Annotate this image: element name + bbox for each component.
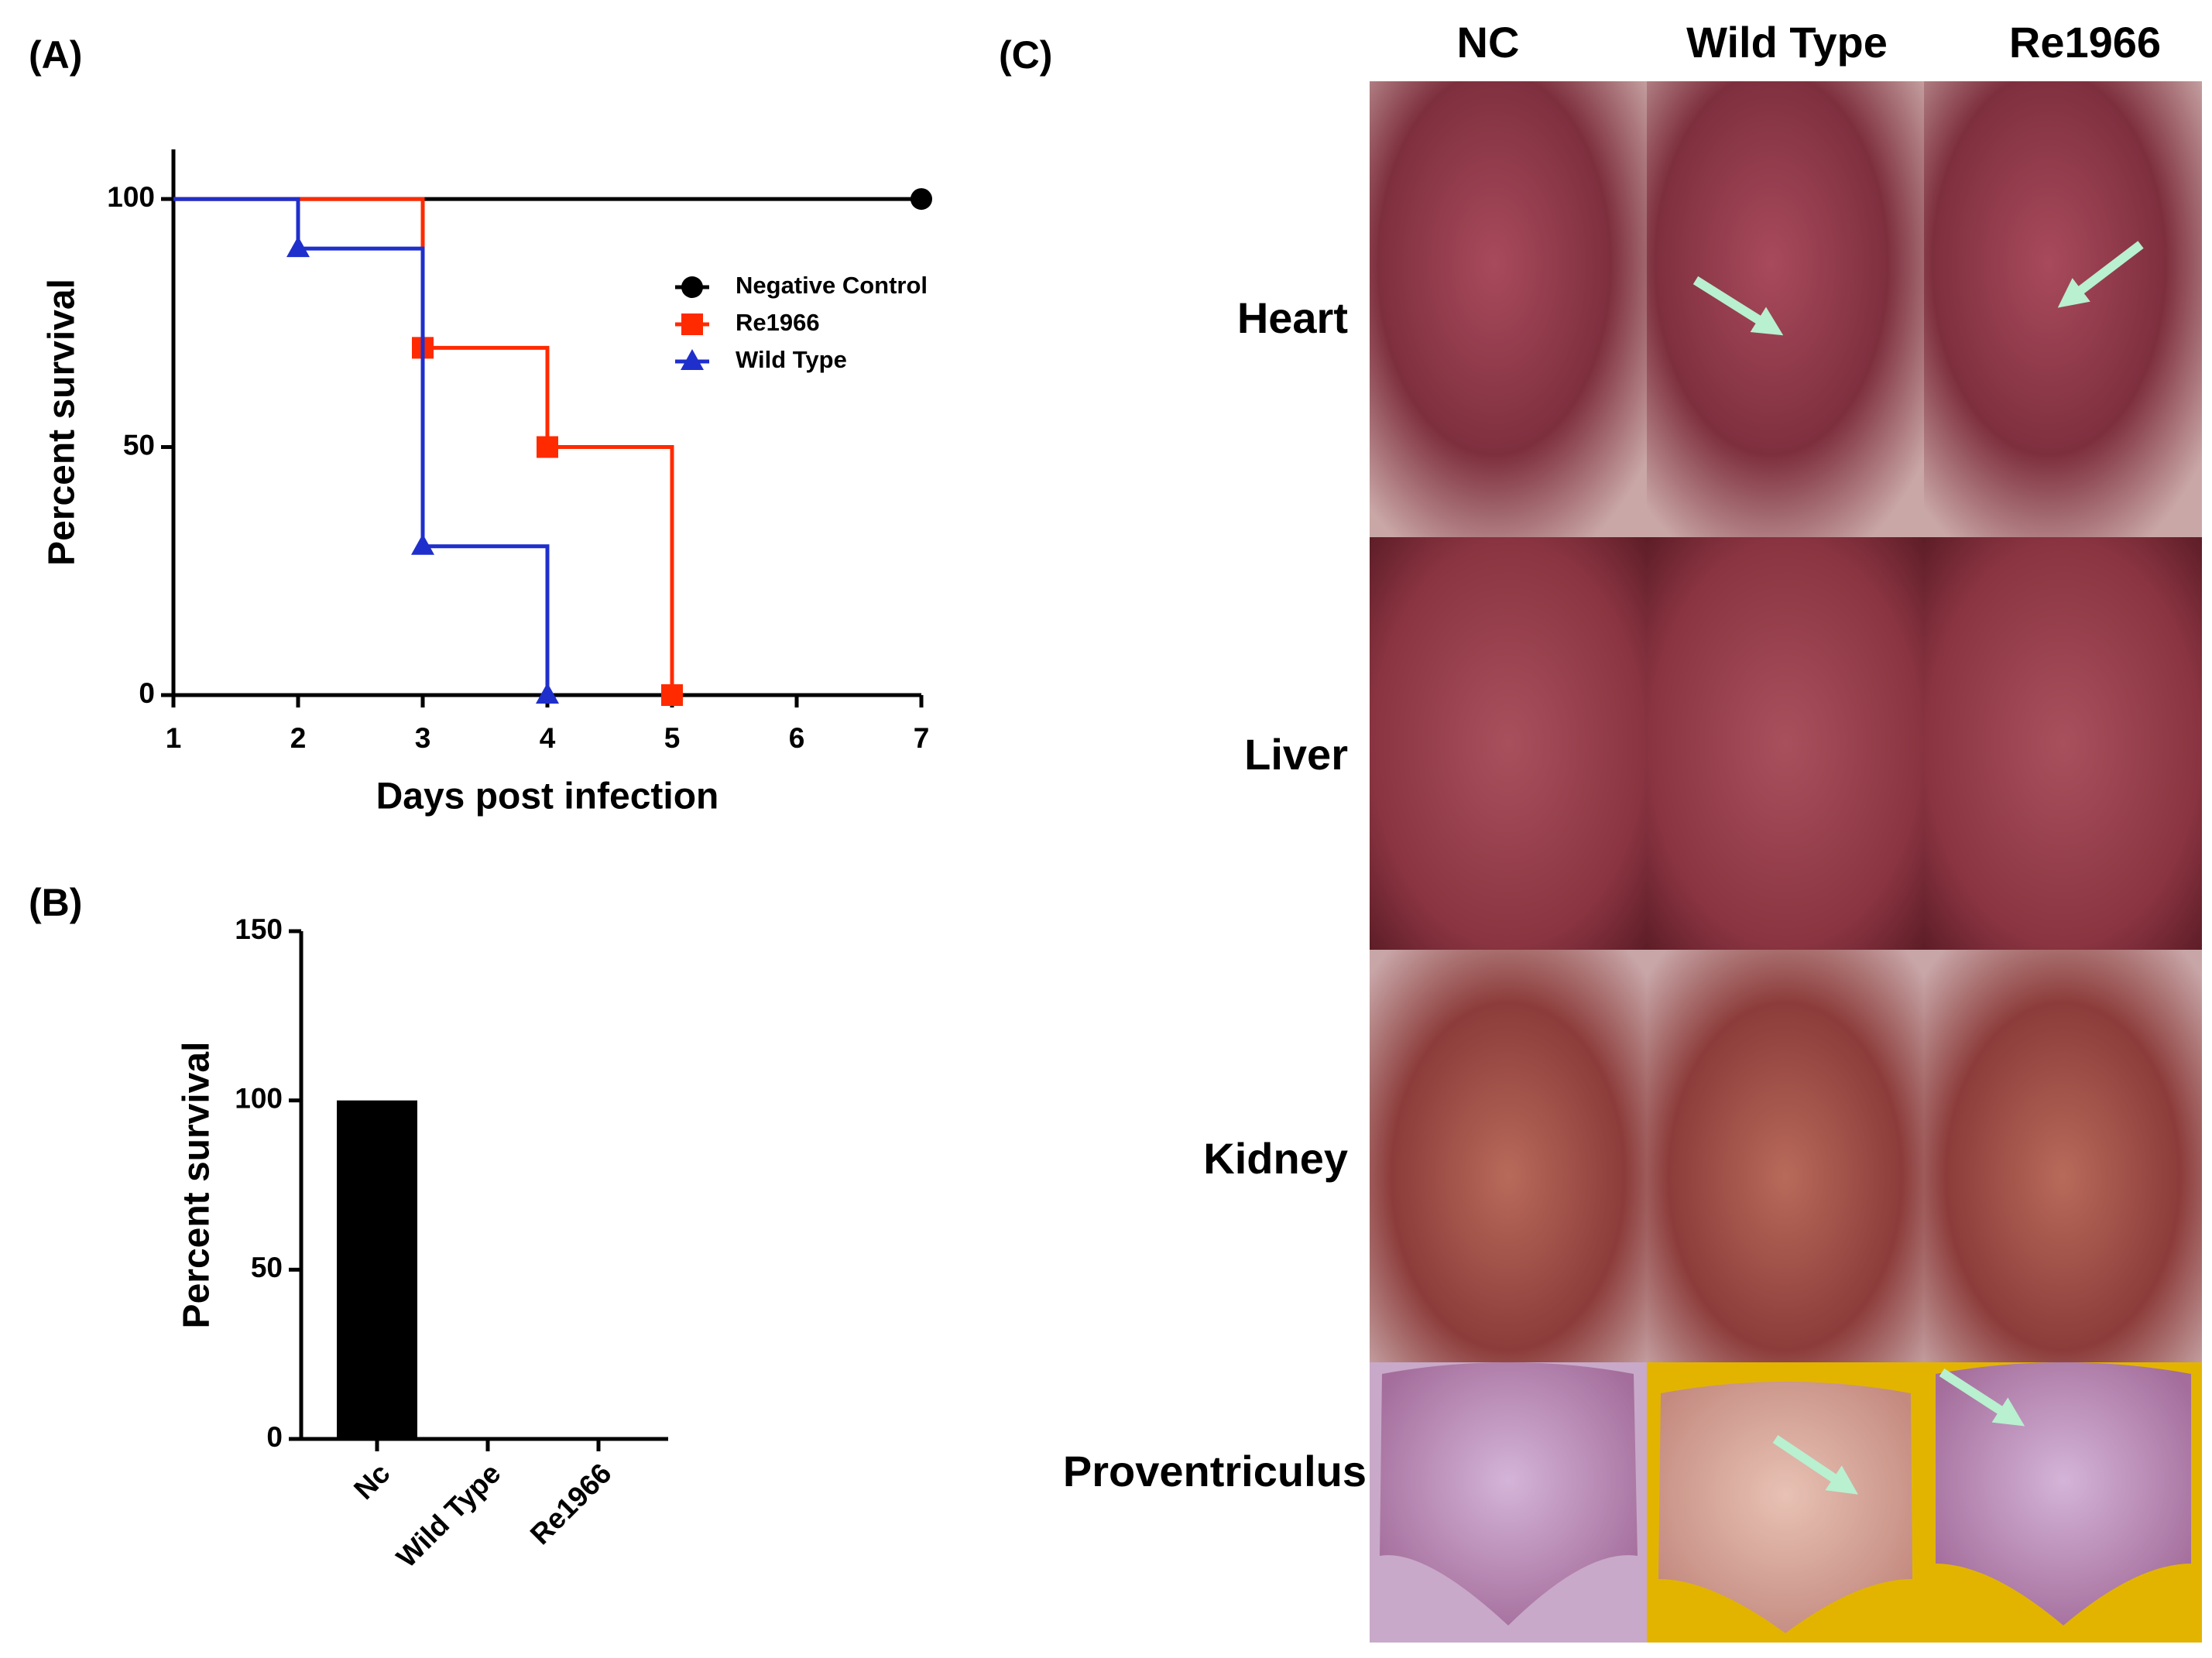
panel-label: (A) <box>29 33 82 77</box>
arrow <box>2057 241 2144 308</box>
y-tick-label: 100 <box>235 1082 283 1114</box>
photo <box>1647 81 1924 537</box>
arrow <box>1772 1435 1858 1495</box>
photo-grid <box>1370 81 2202 1643</box>
marker <box>911 188 932 211</box>
legend-label: Wild Type <box>736 346 847 373</box>
row-header: Kidney <box>1203 1134 1348 1183</box>
photo <box>1370 950 1647 1362</box>
marker <box>536 683 559 704</box>
x-tick-label: 3 <box>415 722 431 754</box>
column-header: Re1966 <box>2009 18 2161 67</box>
y-tick-label: 100 <box>107 181 155 213</box>
y-tick-label: 50 <box>251 1252 283 1283</box>
x-tick-label: Nc <box>348 1458 396 1506</box>
photo <box>1924 81 2202 537</box>
row-header: Heart <box>1237 293 1348 342</box>
legend-marker <box>681 313 703 335</box>
x-tick-label: 6 <box>789 722 805 754</box>
photo <box>1370 81 1647 537</box>
y-tick-label: 150 <box>235 913 283 945</box>
marker <box>411 533 434 555</box>
x-axis-title: Days post infection <box>376 776 719 817</box>
marker <box>537 436 558 458</box>
photo <box>1380 1362 1638 1625</box>
x-tick-label: 5 <box>664 722 681 754</box>
arrow <box>1939 1368 2025 1427</box>
photo <box>1647 950 1924 1362</box>
photo <box>1924 537 2202 950</box>
series-line <box>173 197 550 695</box>
x-tick-label: 4 <box>540 722 556 754</box>
column-header: Wild Type <box>1686 18 1888 67</box>
photo <box>1924 950 2202 1362</box>
photo <box>1658 1382 1912 1633</box>
y-tick-label: 0 <box>266 1421 283 1453</box>
photo <box>1936 1362 2191 1625</box>
row-header: Proventriculus <box>1063 1447 1367 1495</box>
y-tick-label: 50 <box>123 429 155 461</box>
bar <box>337 1100 417 1439</box>
photo <box>1370 537 1647 950</box>
x-tick-label: 1 <box>166 722 182 754</box>
legend-marker <box>681 276 703 298</box>
panel-label: (C) <box>999 33 1052 77</box>
marker <box>661 684 683 706</box>
column-header: NC <box>1457 18 1520 67</box>
x-tick-label: Wild Type <box>390 1458 506 1574</box>
photo <box>1647 537 1924 950</box>
x-tick-label: Re1966 <box>524 1458 618 1551</box>
legend-marker <box>681 349 704 370</box>
x-tick-label: 7 <box>914 722 930 754</box>
y-axis-title: Percent survival <box>42 279 83 566</box>
legend-label: Negative Control <box>736 272 928 299</box>
arrow <box>1692 276 1784 336</box>
x-tick-label: 2 <box>290 722 307 754</box>
y-tick-label: 0 <box>139 677 155 709</box>
row-header: Liver <box>1244 730 1348 779</box>
marker <box>286 236 310 258</box>
panel-label: (B) <box>29 881 82 924</box>
legend-label: Re1966 <box>736 309 820 336</box>
series-line <box>173 197 674 695</box>
y-axis-title: Percent survival <box>177 1042 218 1329</box>
